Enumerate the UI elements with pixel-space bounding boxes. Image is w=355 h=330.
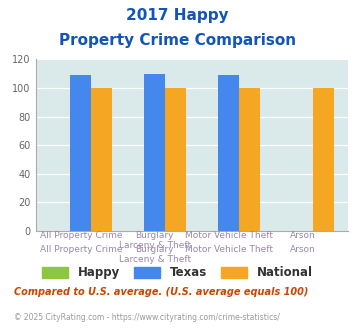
Text: All Property Crime: All Property Crime [39,245,122,254]
Text: Burglary
Larceny & Theft: Burglary Larceny & Theft [119,231,191,250]
Text: Burglary
Larceny & Theft: Burglary Larceny & Theft [119,245,191,264]
Text: Property Crime Comparison: Property Crime Comparison [59,33,296,48]
Bar [91,88,112,231]
Bar [165,88,186,231]
Legend: Happy, Texas, National: Happy, Texas, National [38,262,317,284]
Bar [70,75,91,231]
Bar [313,88,334,231]
Bar [218,75,239,231]
Text: All Property Crime: All Property Crime [39,231,122,240]
Text: 2017 Happy: 2017 Happy [126,8,229,23]
Text: Motor Vehicle Theft: Motor Vehicle Theft [185,231,273,240]
Text: Arson: Arson [290,231,316,240]
Bar [239,88,260,231]
Text: Arson: Arson [290,245,316,254]
Text: © 2025 CityRating.com - https://www.cityrating.com/crime-statistics/: © 2025 CityRating.com - https://www.city… [14,314,280,322]
Text: Compared to U.S. average. (U.S. average equals 100): Compared to U.S. average. (U.S. average … [14,287,308,297]
Bar [144,74,165,231]
Text: Motor Vehicle Theft: Motor Vehicle Theft [185,245,273,254]
